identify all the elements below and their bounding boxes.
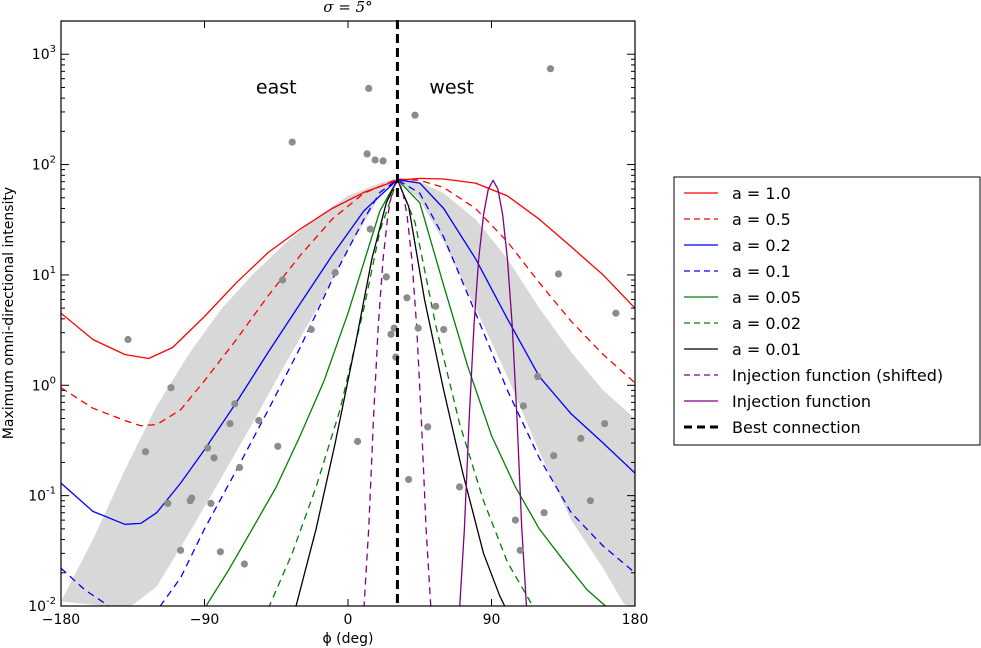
scatter-point [387, 330, 395, 338]
scatter-point [231, 400, 239, 408]
x-tick-label: −180 [42, 612, 80, 628]
scatter-point [516, 546, 524, 554]
legend-label-5: a = 0.02 [732, 314, 801, 333]
legend-label-1: a = 0.5 [732, 210, 791, 229]
series-line-0 [61, 177, 635, 360]
scatter-point [411, 111, 419, 119]
scatter-point [511, 516, 519, 524]
scatter-point [226, 420, 234, 428]
chart-title: σ = 5° [323, 0, 372, 16]
scatter-point [363, 150, 371, 158]
scatter-point [371, 156, 379, 164]
scatter-point [204, 444, 212, 452]
scatter-point [554, 270, 563, 278]
series-line-3 [61, 179, 635, 606]
scatter-point [141, 448, 150, 456]
legend: a = 1.0 a = 0.5 a = 0.2 a = 0.1 a = 0.05 a = … [673, 176, 981, 446]
scatter-point [167, 384, 175, 392]
scatter-point [279, 276, 287, 284]
scatter-point [365, 84, 373, 92]
scatter-point [188, 494, 196, 502]
scatter-point [601, 420, 609, 428]
legend-label-3: a = 0.1 [732, 262, 791, 281]
y-tick-label: 102 [32, 155, 56, 174]
scatter-point [432, 302, 440, 310]
scatter-point [210, 454, 218, 462]
scatter-point [550, 452, 558, 460]
legend-label-9: Best connection [732, 418, 861, 437]
y-tick-label: 10-1 [28, 486, 56, 505]
scatter-point [240, 560, 248, 568]
y-tick-label: 101 [32, 265, 56, 284]
scatter-point [216, 548, 224, 556]
legend-label-8: Injection function [732, 392, 871, 411]
series-line-2 [61, 179, 635, 525]
scatter-point [414, 324, 422, 332]
scatter-point [379, 157, 387, 165]
scatter-point [331, 269, 339, 277]
x-tick-label: 0 [344, 612, 353, 628]
scatter-point [164, 499, 172, 507]
legend-label-7: Injection function (shifted) [732, 366, 943, 385]
scatter-point [124, 335, 132, 344]
scatter-point [586, 497, 595, 505]
y-tick-label: 103 [32, 44, 56, 63]
legend-label-2: a = 0.2 [732, 236, 791, 255]
scatter-point [405, 475, 413, 484]
y-axis-label: Maximum omni-directional intensity [1, 187, 17, 439]
legend-frame [673, 176, 981, 446]
x-tick-label: 180 [622, 612, 649, 628]
series-line-1 [61, 178, 635, 427]
scatter-point [354, 437, 362, 445]
x-tick-label: −90 [190, 612, 220, 628]
scatter-point [440, 325, 448, 334]
scatter-point [577, 434, 585, 442]
scatter-point [540, 509, 548, 517]
scatter-point [288, 138, 296, 146]
series-line-7 [363, 179, 432, 606]
y-tick-label: 100 [32, 375, 56, 394]
scatter-point [207, 499, 215, 507]
scatter-point [424, 423, 432, 431]
legend-label-4: a = 0.05 [732, 288, 801, 307]
scatter-point [403, 294, 411, 302]
scatter-point [382, 273, 390, 281]
scatter-point [255, 416, 263, 425]
scatter-point [519, 402, 528, 410]
scatter-point [236, 463, 244, 472]
x-tick-label: 90 [483, 612, 501, 628]
scatter-point [546, 65, 555, 73]
scatter-point [534, 373, 542, 381]
confidence-band [61, 178, 635, 606]
scatter-point [456, 483, 464, 491]
annotation-east: east [256, 76, 297, 98]
x-axis-label: ϕ (deg) [323, 631, 374, 647]
scatter-point [274, 442, 282, 450]
scatter-point [612, 309, 620, 317]
legend-label-0: a = 1.0 [732, 184, 791, 203]
scatter-point [177, 546, 185, 554]
scatter-point [366, 225, 374, 233]
legend-label-6: a = 0.01 [732, 340, 801, 359]
series-line-8 [459, 179, 528, 606]
y-tick-label: 10-2 [28, 596, 56, 615]
annotation-west: west [429, 76, 474, 98]
scatter-point [307, 325, 315, 334]
